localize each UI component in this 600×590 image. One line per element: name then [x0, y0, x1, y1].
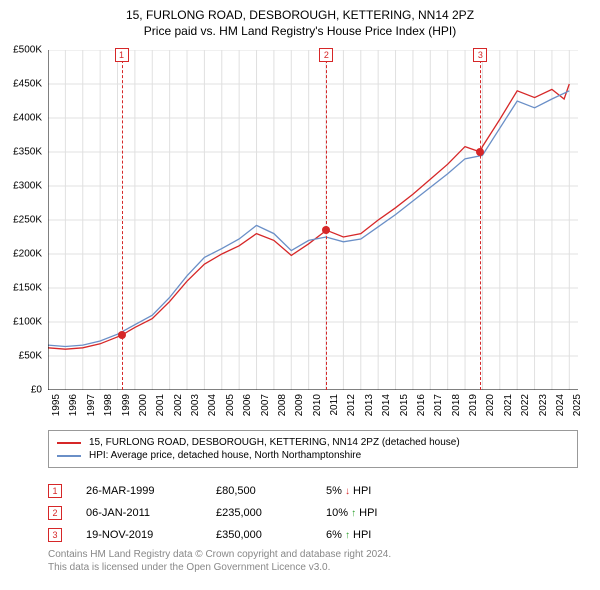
title-address: 15, FURLONG ROAD, DESBOROUGH, KETTERING,… — [0, 8, 600, 22]
sale-dot — [322, 226, 330, 234]
sales-row-diff: 5% ↓ HPI — [326, 485, 426, 497]
x-axis-label: 2010 — [312, 394, 323, 416]
x-axis-label: 2012 — [346, 394, 357, 416]
x-axis-label: 2020 — [485, 394, 496, 416]
x-axis-label: 2011 — [329, 394, 340, 416]
x-axis-label: 2025 — [572, 394, 583, 416]
x-axis-label: 2013 — [364, 394, 375, 416]
footer-line2: This data is licensed under the Open Gov… — [48, 561, 391, 574]
x-axis-label: 1997 — [86, 394, 97, 416]
sales-row-badge: 3 — [48, 528, 62, 542]
sales-row-date: 26-MAR-1999 — [86, 485, 216, 497]
x-axis-label: 2002 — [173, 394, 184, 416]
title-block: 15, FURLONG ROAD, DESBOROUGH, KETTERING,… — [0, 0, 600, 38]
x-axis-label: 1995 — [51, 394, 62, 416]
sale-dot — [476, 148, 484, 156]
sales-row-date: 19-NOV-2019 — [86, 529, 216, 541]
x-axis-label: 1996 — [68, 394, 79, 416]
x-axis-label: 2024 — [555, 394, 566, 416]
sale-marker-line — [480, 50, 481, 390]
x-axis-label: 2023 — [538, 394, 549, 416]
x-axis-label: 1999 — [121, 394, 132, 416]
y-axis-label: £500K — [13, 45, 42, 56]
chart-svg — [48, 50, 578, 390]
x-axis-label: 2008 — [277, 394, 288, 416]
sales-row: 2 06-JAN-2011£235,00010% ↑ HPI — [48, 504, 426, 522]
legend-swatch — [57, 442, 81, 444]
x-axis-label: 2014 — [381, 394, 392, 416]
x-axis-label: 2006 — [242, 394, 253, 416]
sales-table: 1 26-MAR-1999£80,5005% ↓ HPI 2 06-JAN-2011£… — [48, 478, 426, 548]
y-axis-label: £350K — [13, 147, 42, 158]
x-axis-label: 2004 — [207, 394, 218, 416]
sales-row-badge: 1 — [48, 484, 62, 498]
y-axis-label: £100K — [13, 317, 42, 328]
legend-item-property: 15, FURLONG ROAD, DESBOROUGH, KETTERING,… — [57, 437, 569, 448]
x-axis-label: 2017 — [433, 394, 444, 416]
x-axis-label: 2005 — [225, 394, 236, 416]
y-axis-label: £400K — [13, 113, 42, 124]
footer: Contains HM Land Registry data © Crown c… — [48, 548, 391, 574]
legend: 15, FURLONG ROAD, DESBOROUGH, KETTERING,… — [48, 430, 578, 468]
sale-dot — [118, 331, 126, 339]
title-subtitle: Price paid vs. HM Land Registry's House … — [0, 24, 600, 38]
chart-plot-area: £0£50K£100K£150K£200K£250K£300K£350K£400… — [48, 50, 578, 390]
sale-marker-badge: 2 — [319, 48, 333, 62]
x-axis-label: 2019 — [468, 394, 479, 416]
x-axis-label: 2022 — [520, 394, 531, 416]
sales-row-price: £80,500 — [216, 485, 326, 497]
sales-row-badge: 2 — [48, 506, 62, 520]
legend-swatch — [57, 455, 81, 457]
sale-marker-badge: 3 — [473, 48, 487, 62]
sales-row: 3 19-NOV-2019£350,0006% ↑ HPI — [48, 526, 426, 544]
y-axis-label: £0 — [31, 385, 42, 396]
sales-row-price: £350,000 — [216, 529, 326, 541]
y-axis-label: £250K — [13, 215, 42, 226]
x-axis-label: 2007 — [260, 394, 271, 416]
x-axis-label: 2000 — [138, 394, 149, 416]
sales-row-diff: 10% ↑ HPI — [326, 507, 426, 519]
sale-marker-line — [326, 50, 327, 390]
x-axis-label: 2016 — [416, 394, 427, 416]
sales-row: 1 26-MAR-1999£80,5005% ↓ HPI — [48, 482, 426, 500]
x-axis-label: 2015 — [399, 394, 410, 416]
y-axis-label: £450K — [13, 79, 42, 90]
y-axis-label: £200K — [13, 249, 42, 260]
legend-label: 15, FURLONG ROAD, DESBOROUGH, KETTERING,… — [89, 437, 460, 448]
x-axis-label: 2009 — [294, 394, 305, 416]
x-axis-label: 2021 — [503, 394, 514, 416]
sales-row-date: 06-JAN-2011 — [86, 507, 216, 519]
sale-marker-badge: 1 — [115, 48, 129, 62]
sales-row-diff: 6% ↑ HPI — [326, 529, 426, 541]
y-axis-label: £300K — [13, 181, 42, 192]
y-axis-label: £50K — [19, 351, 42, 362]
y-axis-label: £150K — [13, 283, 42, 294]
x-axis-label: 1998 — [103, 394, 114, 416]
x-axis-label: 2018 — [451, 394, 462, 416]
legend-label: HPI: Average price, detached house, Nort… — [89, 450, 361, 461]
chart-container: 15, FURLONG ROAD, DESBOROUGH, KETTERING,… — [0, 0, 600, 590]
footer-line1: Contains HM Land Registry data © Crown c… — [48, 548, 391, 561]
legend-item-hpi: HPI: Average price, detached house, Nort… — [57, 450, 569, 461]
x-axis-label: 2001 — [155, 394, 166, 416]
sales-row-price: £235,000 — [216, 507, 326, 519]
x-axis-label: 2003 — [190, 394, 201, 416]
